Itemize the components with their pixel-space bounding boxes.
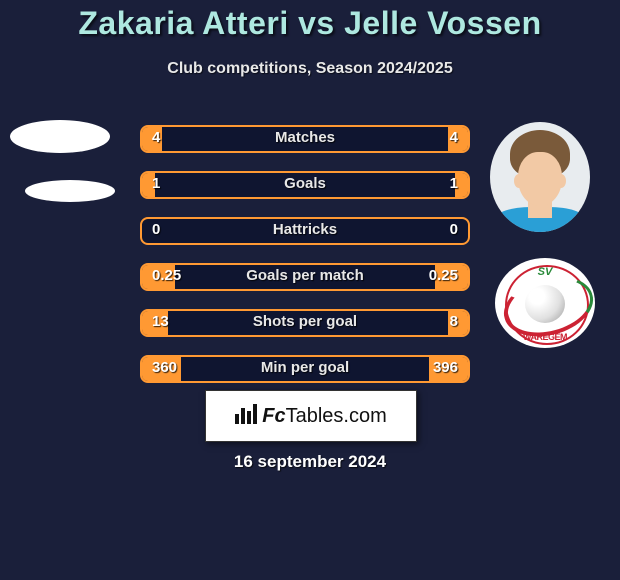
player1-placeholder-top [10, 120, 110, 153]
watermark-bars-icon [235, 404, 257, 429]
player2-photo [490, 122, 590, 232]
club-logo-name: WAREGEM [495, 332, 595, 342]
stat-row: 00Hattricks [140, 217, 470, 245]
subtitle: Club competitions, Season 2024/2025 [0, 60, 620, 78]
stat-row: 0.250.25Goals per match [140, 263, 470, 291]
watermark-tables: Tables.com [286, 405, 387, 428]
stat-label: Shots per goal [142, 313, 468, 330]
stat-row: 360396Min per goal [140, 355, 470, 383]
stat-label: Hattricks [142, 221, 468, 238]
fctables-watermark: FcTables.com [205, 390, 417, 442]
stat-label: Matches [142, 129, 468, 146]
stat-row: 138Shots per goal [140, 309, 470, 337]
stat-row: 11Goals [140, 171, 470, 199]
comparison-infographic: Zakaria Atteri vs Jelle Vossen Club comp… [0, 0, 620, 580]
stat-label: Goals per match [142, 267, 468, 284]
watermark-fc: Fc [262, 405, 285, 428]
player1-placeholder-bottom [25, 180, 115, 202]
player2-club-logo: SV WAREGEM [495, 258, 595, 348]
stat-row: 44Matches [140, 125, 470, 153]
stat-label: Min per goal [142, 359, 468, 376]
club-logo-sv: SV [495, 266, 595, 278]
stats-table: 44Matches 11Goals 00Hattricks 0.250.25Goals… [140, 125, 470, 401]
page-title: Zakaria Atteri vs Jelle Vossen [0, 5, 620, 42]
date: 16 september 2024 [0, 452, 620, 472]
stat-label: Goals [142, 175, 468, 192]
